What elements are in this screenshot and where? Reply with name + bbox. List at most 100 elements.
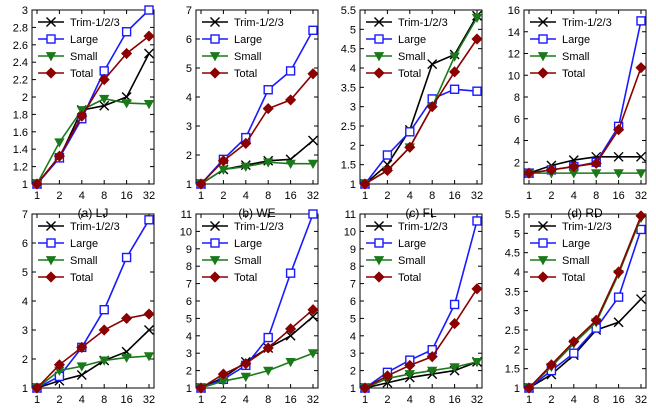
- legend: Trim-1/2/3 Large Small Total: [38, 17, 120, 80]
- x-tick-label: 8: [593, 190, 599, 202]
- data-point: [636, 294, 646, 305]
- y-tick-label: 1.8: [13, 109, 28, 121]
- legend-label: Large: [70, 238, 98, 250]
- data-point: [263, 85, 273, 95]
- x-tick-label: 1: [34, 394, 40, 406]
- data-point: [99, 66, 109, 76]
- data-point: [76, 341, 88, 353]
- data-point: [263, 158, 274, 168]
- legend-label: Small: [562, 51, 590, 63]
- data-point: [99, 100, 110, 111]
- data-point: [285, 330, 296, 341]
- data-point: [76, 106, 87, 116]
- data-point: [635, 210, 647, 222]
- x-tick-label: 1: [198, 394, 204, 406]
- legend-marker: [374, 238, 384, 248]
- data-point: [144, 325, 154, 335]
- data-point: [449, 66, 461, 78]
- legend-marker: [537, 271, 549, 283]
- x-tick-label: 8: [593, 394, 599, 406]
- y-tick-label: 8: [186, 261, 192, 273]
- legend-marker: [210, 34, 220, 44]
- series-filled-diamond: [195, 304, 319, 394]
- y-tick-label: 3: [350, 102, 356, 114]
- x-tick-label: 2: [56, 190, 62, 202]
- y-tick-label: 2: [350, 366, 356, 378]
- y-tick-label: 1: [186, 383, 192, 395]
- data-point: [307, 159, 319, 170]
- legend-label: Trim-1/2/3: [70, 17, 120, 29]
- y-tick-label: 1.5: [341, 160, 356, 172]
- panel-caption: (b) WE: [238, 206, 275, 220]
- legend-marker: [210, 17, 220, 27]
- y-tick-label: 5.5: [505, 209, 520, 221]
- legend: Trim-1/2/3 Large Small Total: [38, 221, 120, 284]
- data-point: [636, 16, 646, 26]
- data-point: [472, 216, 482, 226]
- x-tick-label: 2: [384, 190, 390, 202]
- x-tick-label: 16: [284, 190, 296, 202]
- y-tick-label: 16: [508, 5, 520, 17]
- data-point: [471, 283, 483, 295]
- data-point: [590, 314, 602, 326]
- data-point: [568, 161, 580, 173]
- series-line: [364, 288, 478, 389]
- legend-label: Trim-1/2/3: [562, 17, 612, 29]
- y-tick-label: 4: [186, 92, 192, 104]
- legend-label: Small: [234, 51, 262, 63]
- y-tick-label: 5.5: [341, 5, 356, 17]
- data-point: [98, 324, 110, 336]
- y-tick-label: 5: [514, 228, 520, 240]
- y-tick-label: 4.5: [341, 44, 356, 56]
- legend: Trim-1/2/3 Large Small Total: [530, 17, 612, 80]
- y-tick-label: 4: [514, 267, 520, 279]
- data-point: [471, 13, 483, 24]
- y-tick-label: 5: [350, 24, 356, 36]
- legend-label: Total: [70, 272, 93, 284]
- data-point: [404, 141, 416, 153]
- legend: Trim-1/2/3 Large Small Total: [366, 17, 448, 80]
- data-point: [285, 323, 297, 335]
- legend-label: Trim-1/2/3: [562, 221, 612, 233]
- data-point: [263, 332, 273, 343]
- legend: Trim-1/2/3 Large Small Total: [366, 221, 448, 284]
- legend-marker: [46, 221, 56, 231]
- y-tick-label: 2: [186, 150, 192, 162]
- y-tick-label: 4: [350, 331, 356, 343]
- x-tick-label: 4: [407, 394, 413, 406]
- panel-caption: (a) LJ: [78, 206, 109, 220]
- data-point: [359, 178, 371, 190]
- data-point: [195, 382, 207, 394]
- y-tick-label: 2: [514, 344, 520, 356]
- y-tick-label: 7: [186, 279, 192, 291]
- data-point: [590, 157, 602, 169]
- y-tick-label: 4: [186, 331, 192, 343]
- legend-marker: [373, 271, 385, 283]
- legend-label: Total: [562, 272, 585, 284]
- panel-caption: (d) RD: [567, 206, 603, 220]
- y-tick-label: 2.4: [13, 57, 28, 69]
- data-point: [76, 110, 88, 122]
- y-tick-label: 1: [350, 179, 356, 191]
- x-tick-label: 4: [571, 190, 577, 202]
- series-line: [528, 229, 642, 389]
- x-tick-label: 2: [548, 190, 554, 202]
- legend-label: Small: [398, 51, 426, 63]
- data-point: [308, 135, 318, 146]
- legend-marker: [373, 52, 385, 62]
- y-tick-label: 1.5: [505, 364, 520, 376]
- data-point: [545, 164, 557, 176]
- data-point: [143, 30, 155, 42]
- x-tick-label: 1: [526, 394, 532, 406]
- data-point: [121, 353, 132, 363]
- data-point: [53, 359, 65, 371]
- y-tick-label: 3: [514, 306, 520, 318]
- legend: Trim-1/2/3 Large Small Total: [202, 17, 284, 80]
- x-tick-label: 4: [243, 394, 249, 406]
- legend-marker: [374, 34, 384, 44]
- data-point: [359, 382, 371, 394]
- legend-label: Trim-1/2/3: [234, 17, 284, 29]
- legend-marker: [374, 221, 384, 231]
- chart-panel: 1 1.5 2 2.5 3 3.5 4 4.5 5 5.5 1 2 4 8 16 32 (c) FL Trim-1…: [341, 5, 483, 220]
